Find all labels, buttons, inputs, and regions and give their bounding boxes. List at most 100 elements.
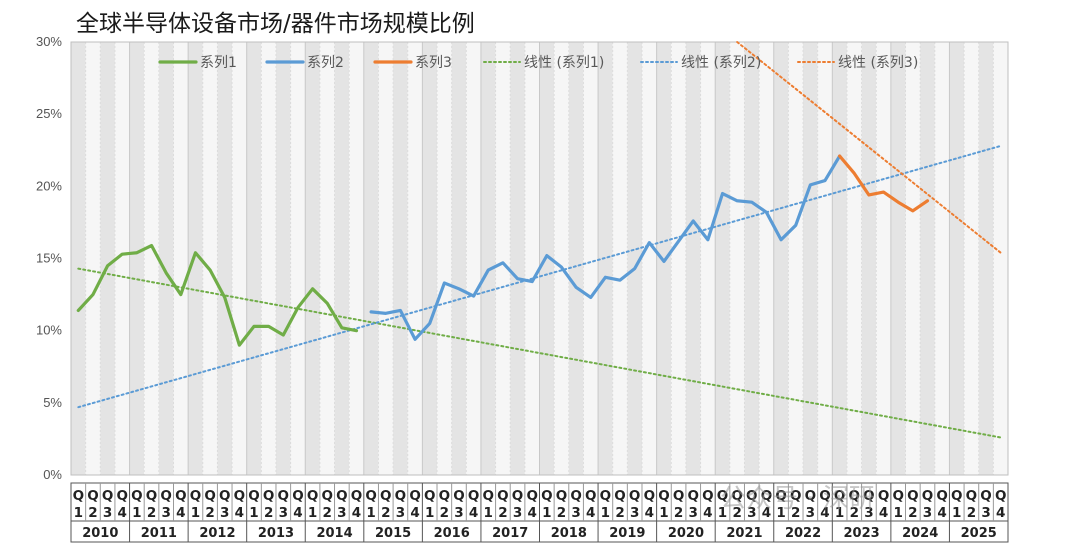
year-label: 2020 bbox=[668, 526, 704, 541]
quarter-number: 3 bbox=[454, 505, 463, 521]
grid-band bbox=[832, 42, 847, 475]
quarter-number: 2 bbox=[967, 505, 976, 521]
quarter-letter: Q bbox=[966, 488, 977, 504]
grid-band bbox=[861, 42, 877, 475]
quarter-number: 2 bbox=[732, 505, 741, 521]
quarter-number: 1 bbox=[776, 505, 785, 521]
quarter-number: 3 bbox=[513, 505, 522, 521]
quarter-letter: Q bbox=[453, 488, 464, 504]
quarter-number: 2 bbox=[908, 505, 917, 521]
quarter-number: 1 bbox=[191, 505, 200, 521]
grid-band bbox=[144, 42, 159, 475]
y-tick-label: 10% bbox=[36, 323, 62, 338]
y-tick-label: 25% bbox=[36, 106, 62, 121]
quarter-number: 4 bbox=[762, 505, 771, 521]
quarter-number: 1 bbox=[952, 505, 961, 521]
legend-label: 线性 (系列1) bbox=[524, 55, 604, 71]
grid-band bbox=[729, 42, 745, 475]
grid-band bbox=[905, 42, 921, 475]
quarter-letter: Q bbox=[439, 488, 450, 504]
grid-band bbox=[715, 42, 730, 475]
grid-band bbox=[407, 42, 423, 475]
grid-band bbox=[393, 42, 408, 475]
quarter-letter: Q bbox=[73, 488, 84, 504]
quarter-number: 1 bbox=[366, 505, 375, 521]
grid-band bbox=[246, 42, 262, 475]
quarter-letter: Q bbox=[644, 488, 655, 504]
year-label: 2019 bbox=[609, 526, 645, 541]
quarter-number: 3 bbox=[630, 505, 639, 521]
quarter-number: 4 bbox=[410, 505, 419, 521]
quarter-letter: Q bbox=[336, 488, 347, 504]
year-label: 2023 bbox=[844, 526, 880, 541]
grid-band bbox=[275, 42, 291, 475]
watermark: 公众号 · 深研 bbox=[720, 484, 875, 514]
legend-item: 系列3 bbox=[373, 55, 452, 71]
quarter-letter: Q bbox=[980, 488, 991, 504]
quarter-number: 1 bbox=[542, 505, 551, 521]
legend-label: 线性 (系列3) bbox=[838, 55, 918, 71]
quarter-letter: Q bbox=[146, 488, 157, 504]
quarter-letter: Q bbox=[219, 488, 230, 504]
quarter-letter: Q bbox=[702, 488, 713, 504]
quarter-letter: Q bbox=[761, 488, 772, 504]
y-tick-label: 20% bbox=[36, 178, 62, 193]
quarter-letter: Q bbox=[790, 488, 801, 504]
series-line bbox=[838, 154, 930, 213]
grid-band bbox=[71, 42, 86, 475]
grid-band bbox=[217, 42, 233, 475]
quarter-number: 3 bbox=[161, 505, 170, 521]
grid-band bbox=[480, 42, 496, 475]
quarter-number: 1 bbox=[74, 505, 83, 521]
quarter-letter: Q bbox=[87, 488, 98, 504]
quarter-number: 3 bbox=[396, 505, 405, 521]
quarter-number: 3 bbox=[864, 505, 873, 521]
grid-band bbox=[319, 42, 335, 475]
year-label: 2022 bbox=[785, 526, 821, 541]
quarter-number: 4 bbox=[703, 505, 712, 521]
grid-band bbox=[744, 42, 760, 475]
grid-band bbox=[422, 42, 438, 475]
quarter-number: 3 bbox=[220, 505, 229, 521]
grid-band bbox=[451, 42, 467, 475]
quarter-number: 4 bbox=[879, 505, 888, 521]
quarter-letter: Q bbox=[160, 488, 171, 504]
quarter-letter: Q bbox=[468, 488, 479, 504]
plot-border bbox=[70, 41, 1009, 476]
trendlines bbox=[77, 41, 1002, 439]
quarter-number: 1 bbox=[308, 505, 317, 521]
quarter-letter: Q bbox=[805, 488, 816, 504]
grid-band bbox=[993, 42, 1008, 475]
quarter-letter: Q bbox=[951, 488, 962, 504]
grid-band bbox=[363, 42, 379, 475]
grid-band bbox=[232, 42, 247, 475]
quarter-letter: Q bbox=[190, 488, 201, 504]
quarter-letter: Q bbox=[409, 488, 420, 504]
quarter-letter: Q bbox=[878, 488, 889, 504]
chart-title: 全球半导体设备市场/器件市场规模比例 bbox=[76, 11, 475, 37]
grid-band bbox=[964, 42, 979, 475]
quarter-letter: Q bbox=[424, 488, 435, 504]
year-label: 2012 bbox=[199, 526, 235, 541]
quarter-letter: Q bbox=[922, 488, 933, 504]
quarter-number: 1 bbox=[601, 505, 610, 521]
quarter-letter: Q bbox=[658, 488, 669, 504]
quarter-letter: Q bbox=[892, 488, 903, 504]
year-label: 2016 bbox=[434, 526, 470, 541]
quarter-letter: Q bbox=[248, 488, 259, 504]
quarter-number: 2 bbox=[88, 505, 97, 521]
quarter-number: 1 bbox=[659, 505, 668, 521]
grid-band bbox=[656, 42, 672, 475]
quarter-number: 4 bbox=[996, 505, 1005, 521]
grid-band bbox=[100, 42, 115, 475]
grid-band bbox=[437, 42, 452, 475]
grid-band bbox=[305, 42, 320, 475]
quarter-letter: Q bbox=[351, 488, 362, 504]
quarter-letter: Q bbox=[600, 488, 611, 504]
year-label: 2010 bbox=[82, 526, 118, 541]
year-label: 2014 bbox=[316, 526, 352, 541]
year-label: 2013 bbox=[258, 526, 294, 541]
grid-band bbox=[129, 42, 145, 475]
grid-band bbox=[773, 42, 789, 475]
quarter-letter: Q bbox=[483, 488, 494, 504]
